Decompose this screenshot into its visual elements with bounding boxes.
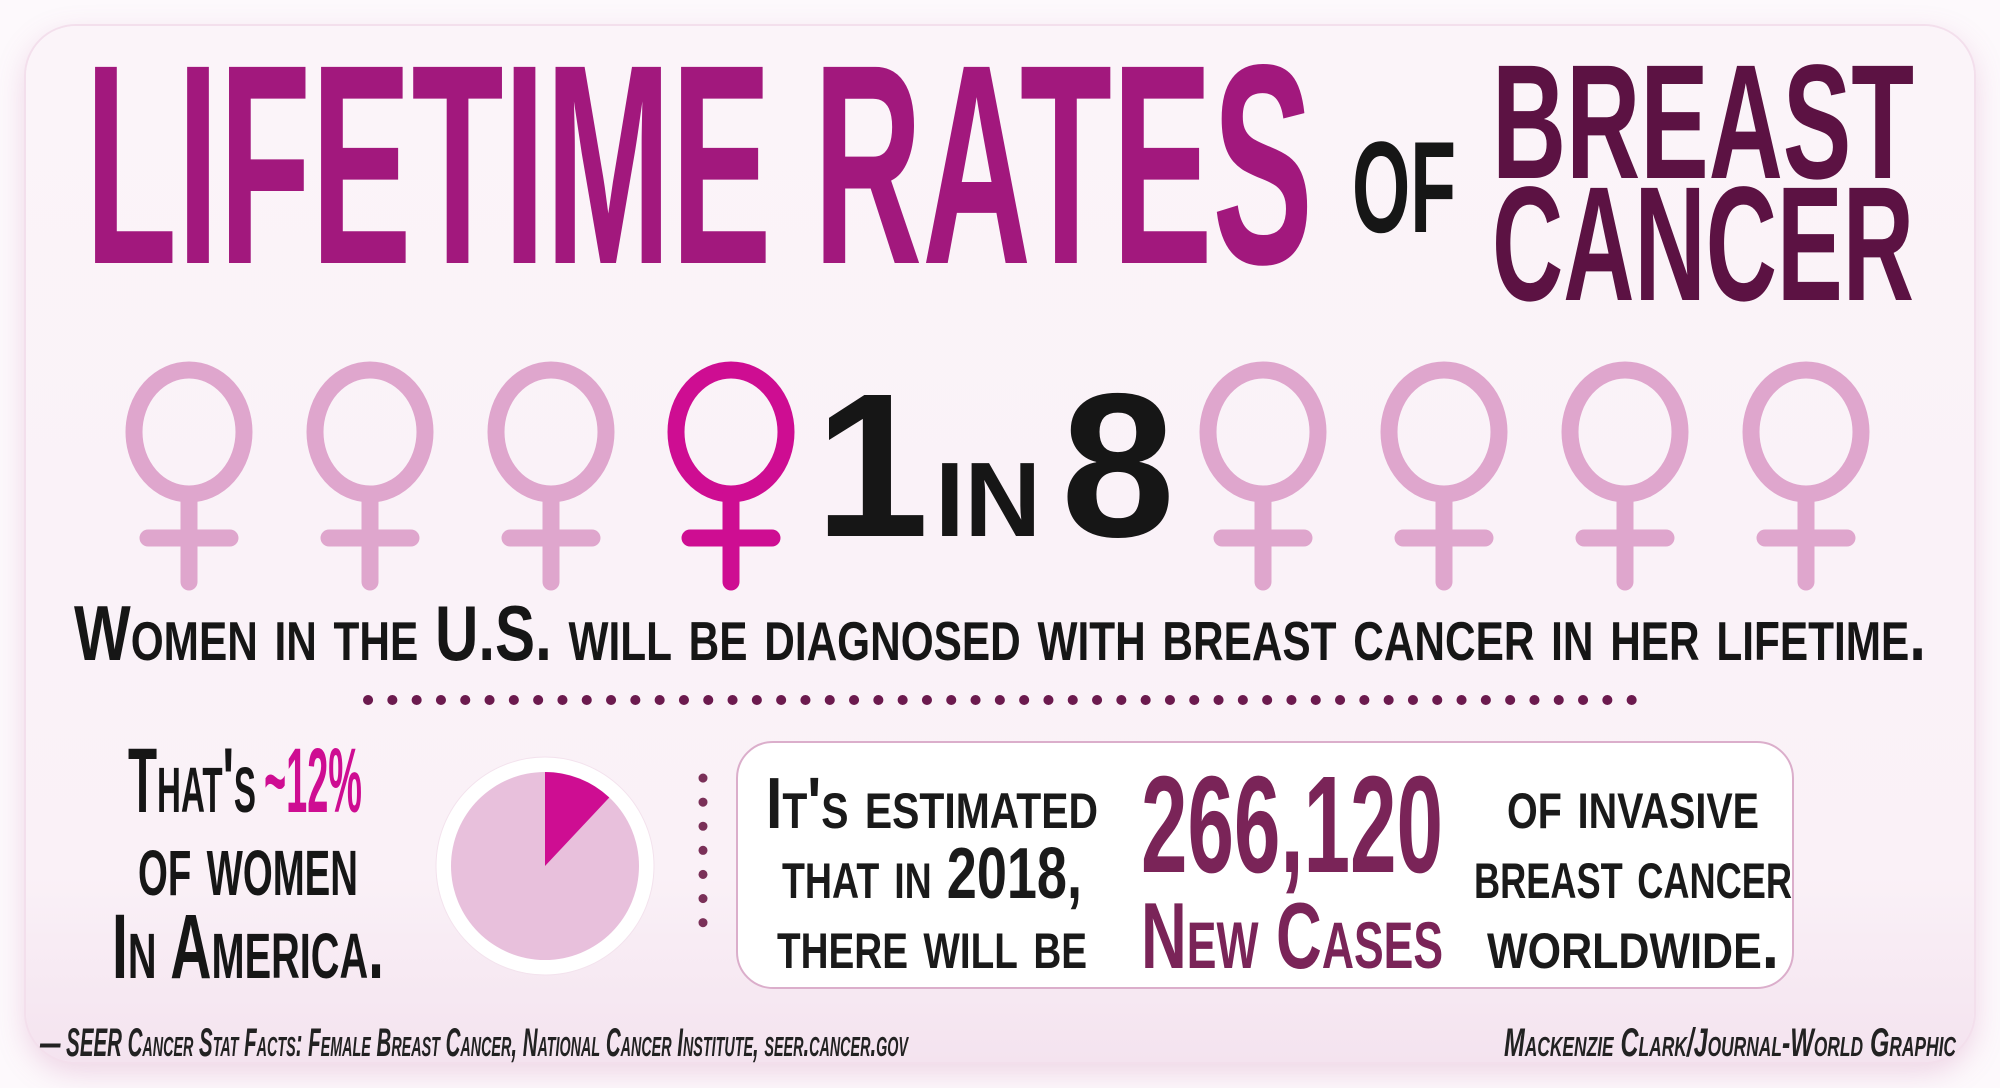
female-symbol-6 — [1389, 370, 1499, 582]
stat-line3: In America. — [112, 896, 384, 998]
title-subject-line1: BREAST — [1492, 30, 1914, 213]
estimate-box-background — [736, 741, 1794, 989]
estimate-number: 266,120 — [1141, 748, 1443, 902]
estimate-intro-line2: that in 2018, — [782, 834, 1082, 914]
pie-slice — [545, 772, 610, 866]
ratio-denominator: 8 — [1061, 351, 1175, 580]
title-connector: OF — [1352, 114, 1456, 260]
stat-line2: of women — [138, 813, 358, 915]
estimate-box: It's estimated that in 2018, there will … — [736, 741, 1794, 989]
estimate-outro-line3: worldwide. — [1487, 904, 1779, 984]
pie-chart — [435, 756, 655, 976]
author-credit: Mackenzie Clark/Journal-World Graphic — [1504, 1021, 1956, 1065]
ratio-separator: IN — [935, 441, 1041, 559]
statement-text: Women in the U.S. will be diagnosed with… — [74, 589, 1926, 677]
ratio-numerator: 1 — [815, 351, 929, 580]
female-symbol-2 — [315, 370, 425, 582]
female-symbol-4 — [676, 370, 786, 582]
stat-value: ~12% — [264, 730, 362, 832]
estimate-intro-line1: It's estimated — [766, 764, 1098, 844]
source-citation: — SEER Cancer Stat Facts: Female Breast … — [39, 1021, 909, 1065]
stat-prefix: That's — [128, 730, 256, 832]
page-title: LIFETIME RATES — [85, 6, 1313, 324]
estimate-outro-line1: of invasive — [1507, 764, 1759, 844]
female-symbol-8 — [1751, 370, 1861, 582]
female-symbol-3 — [496, 370, 606, 582]
female-symbol-5 — [1208, 370, 1318, 582]
title-subject-line2: CANCER — [1492, 152, 1914, 335]
female-symbol-7 — [1570, 370, 1680, 582]
female-symbol-1 — [134, 370, 244, 582]
estimate-intro-line3: there will be — [777, 904, 1087, 984]
estimate-number-label: New Cases — [1141, 883, 1443, 988]
estimate-outro-line2: breast cancer — [1474, 834, 1792, 914]
